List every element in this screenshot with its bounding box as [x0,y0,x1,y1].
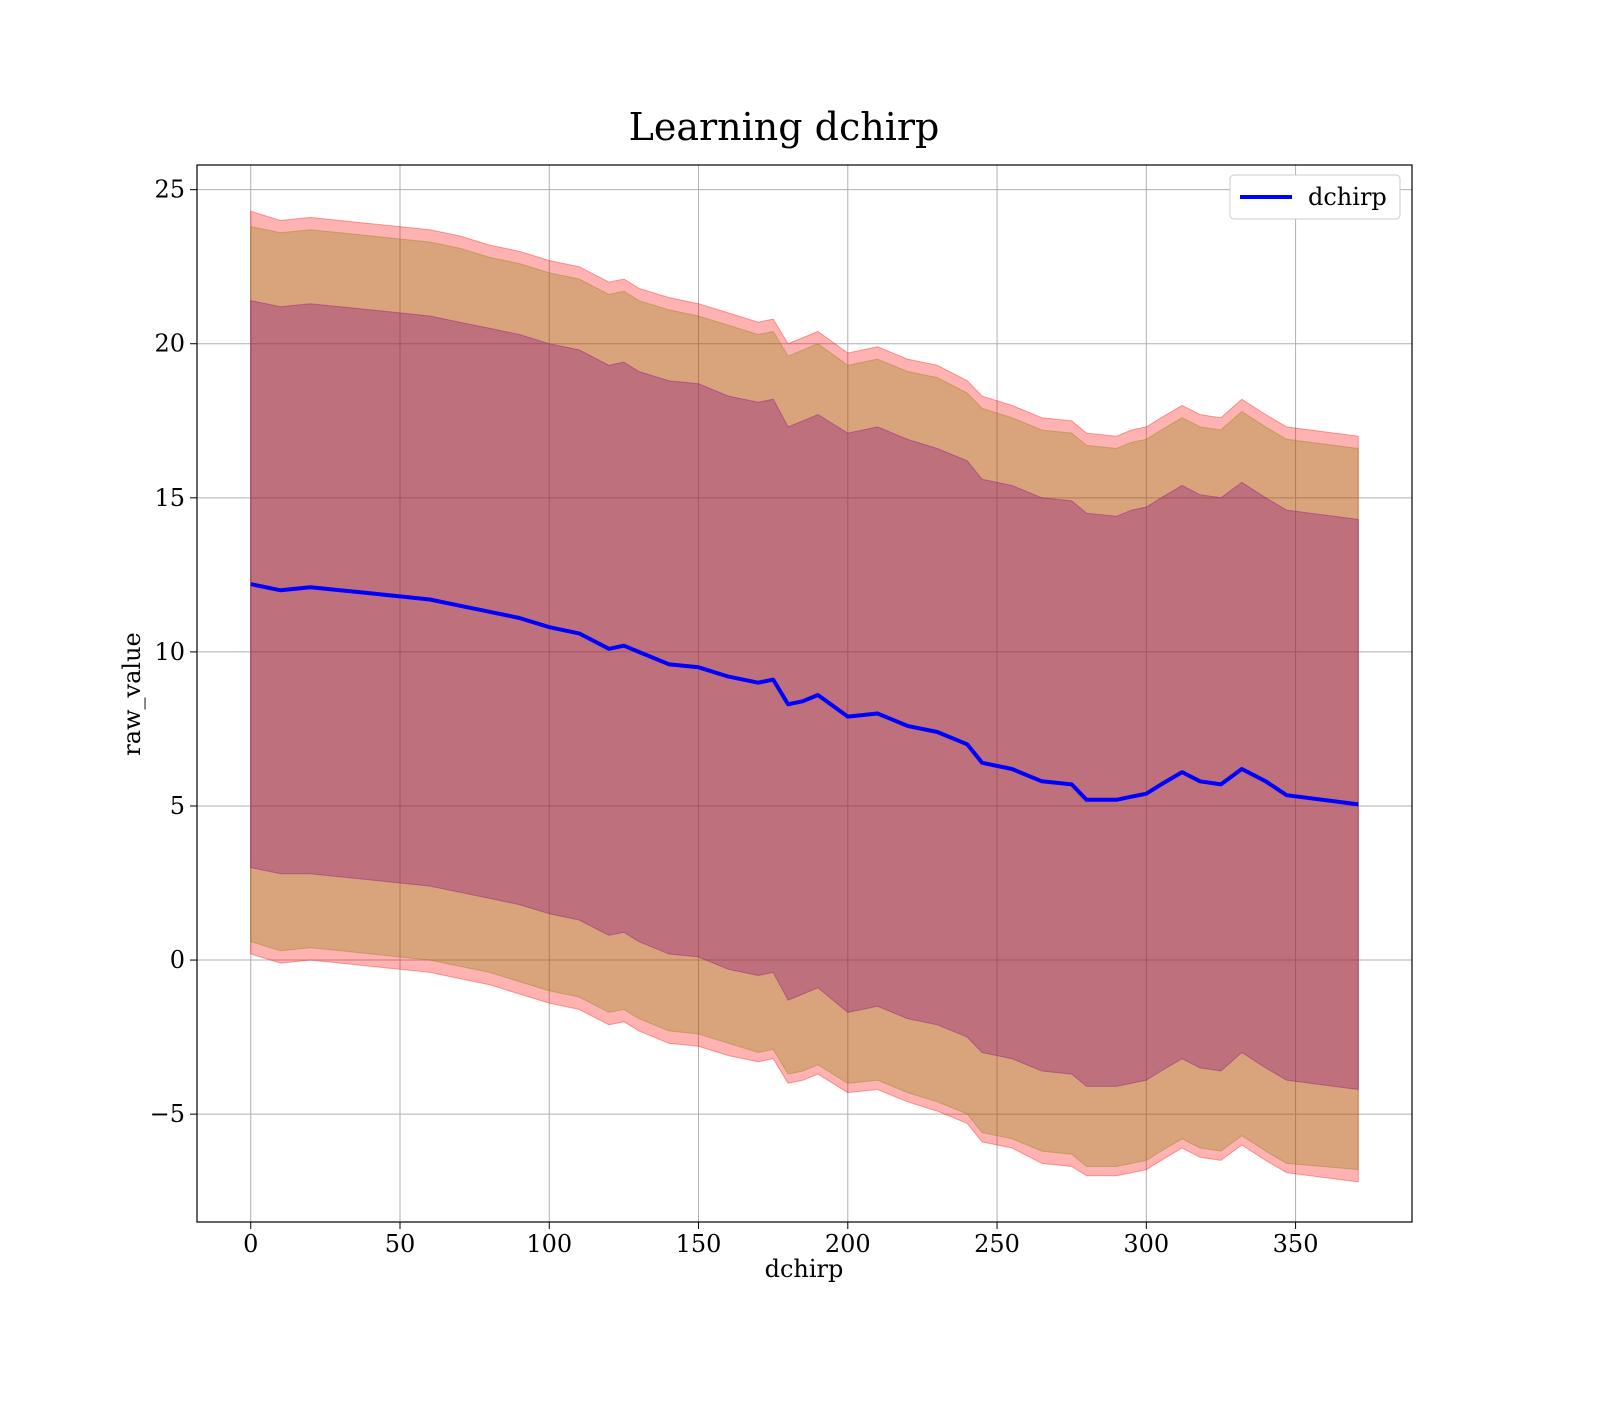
confidence-bands [250,210,1359,1183]
mean-line-layer [250,582,1359,807]
legend-box [1229,174,1401,220]
x-axis-ticks: 0 50 100 150 200 250 300 350 [243,1222,1318,1258]
x-tick-label: 250 [974,1230,1020,1258]
y-tick-label: −5 [150,1100,185,1128]
grid-lines [197,165,1412,1222]
middle-band [250,225,1359,1171]
y-tick-label: 25 [154,176,185,204]
axes-frame [196,164,1413,1223]
y-axis-label: raw_value [118,632,146,756]
y-tick-label: 10 [154,638,185,666]
x-tick-label: 0 [243,1230,258,1258]
y-tick-label: 15 [154,484,185,512]
y-tick-label: 20 [154,330,185,358]
y-tick-label: 5 [170,792,185,820]
chart-title: Learning dchirp [629,105,940,149]
legend-label-dchirp: dchirp [1308,183,1387,211]
legend: dchirp [1229,174,1401,220]
x-tick-label: 300 [1123,1230,1169,1258]
x-tick-label: 350 [1273,1230,1319,1258]
x-tick-label: 100 [526,1230,572,1258]
inner-band [250,299,1359,1091]
y-axis-ticks: −5 0 5 10 15 20 25 [150,176,197,1128]
x-axis-label: dchirp [765,1255,844,1283]
x-tick-label: 50 [385,1230,416,1258]
x-tick-label: 200 [825,1230,871,1258]
x-tick-label: 150 [676,1230,722,1258]
series-line-dchirp [250,582,1359,807]
y-tick-label: 0 [170,946,185,974]
outer-band [250,210,1359,1183]
